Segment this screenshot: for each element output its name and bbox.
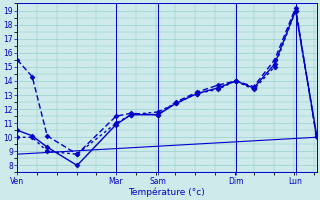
X-axis label: Température (°c): Température (°c) [129,187,205,197]
